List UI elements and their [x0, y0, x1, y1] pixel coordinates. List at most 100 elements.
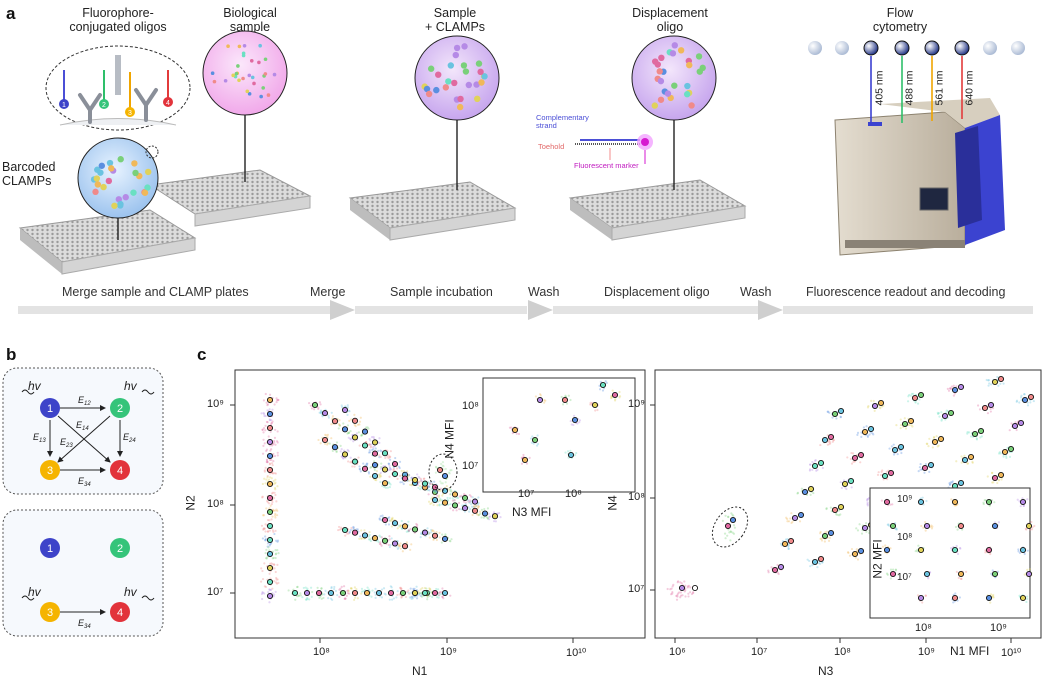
- scatter-point: [997, 452, 1001, 455]
- centroid-marker: [817, 555, 825, 563]
- scatter-point: [903, 417, 906, 420]
- scatter-point: [1026, 568, 1029, 571]
- scatter-point: [1015, 400, 1018, 403]
- scatter-point: [987, 384, 990, 387]
- scatter-point: [729, 530, 732, 533]
- scatter-point: [887, 523, 890, 526]
- node-3: [40, 602, 60, 622]
- scatter-point: [470, 503, 473, 506]
- particle: [111, 202, 118, 209]
- scatter-point: [401, 550, 404, 553]
- scatter-point: [262, 399, 266, 402]
- centroid-marker: [1007, 445, 1015, 453]
- scatter-point: [296, 585, 299, 589]
- scatter-point: [676, 592, 680, 595]
- scatter-point: [851, 452, 855, 455]
- scatter-point: [347, 589, 350, 592]
- scatter-point: [353, 598, 356, 601]
- particle: [130, 189, 137, 196]
- scatter-point: [346, 448, 349, 452]
- scatter-point: [418, 480, 421, 483]
- scatter-point: [469, 495, 473, 498]
- centroid-marker: [1019, 546, 1027, 554]
- scatter-point: [450, 469, 453, 472]
- scatter-point: [318, 596, 321, 599]
- scatter-point: [986, 412, 990, 415]
- oligos-bubble: 1 2 3 4: [45, 45, 191, 131]
- title-barcoded: Barcoded CLAMPs: [2, 160, 56, 188]
- scatter-point: [266, 501, 269, 504]
- scatter-point: [299, 594, 302, 597]
- scatter-point: [1026, 549, 1029, 552]
- scatter-point: [438, 594, 441, 597]
- scatter-point: [346, 424, 350, 427]
- scatter-point: [889, 568, 893, 571]
- scatter-point: [276, 454, 279, 457]
- scatter-point: [360, 592, 363, 595]
- scatter-point: [273, 439, 276, 443]
- scatter-point: [988, 382, 991, 385]
- scatter-point: [439, 487, 442, 490]
- scatter-point: [350, 418, 353, 421]
- scatter-point: [419, 535, 422, 539]
- scatter-point: [821, 466, 824, 470]
- scatter-point: [401, 481, 404, 484]
- scatter-point: [984, 549, 987, 552]
- scatter-point: [353, 413, 356, 417]
- panel-c-plots: [230, 369, 1042, 643]
- particle: [237, 78, 241, 83]
- scatter-point: [402, 473, 405, 476]
- scatter-point: [997, 521, 1000, 524]
- scatter-point: [277, 399, 280, 402]
- scatter-point: [331, 598, 334, 601]
- scatter-point: [888, 524, 891, 527]
- scatter-point: [390, 519, 393, 522]
- scatter-point: [325, 434, 328, 437]
- scatter-point: [427, 493, 430, 496]
- scatter-point: [957, 576, 960, 579]
- centroid-marker: [266, 536, 274, 544]
- scatter-point: [347, 431, 351, 435]
- scatter-point: [346, 406, 350, 409]
- scatter-point: [384, 456, 387, 460]
- scatter-point: [477, 514, 480, 517]
- scatter-point: [431, 529, 434, 532]
- left-inset-ytick-0: 10⁷: [462, 460, 479, 472]
- centroid-marker: [678, 584, 686, 592]
- scatter-point: [949, 481, 952, 484]
- centroid-marker: [361, 465, 369, 472]
- scatter-point: [839, 416, 842, 419]
- scatter-point: [954, 525, 958, 529]
- centroid-marker: [1019, 498, 1027, 506]
- scatter-point: [886, 573, 889, 576]
- scatter-point: [264, 535, 267, 538]
- scatter-point: [669, 588, 672, 591]
- scatter-point: [940, 411, 943, 414]
- scatter-point: [265, 448, 269, 451]
- scatter-point: [260, 412, 263, 415]
- scatter-point: [925, 442, 928, 445]
- scatter-point: [471, 496, 474, 499]
- scatter-point: [263, 413, 266, 416]
- scatter-point: [468, 501, 471, 504]
- scatter-point: [849, 457, 852, 461]
- scatter-point: [261, 591, 264, 594]
- scatter-point: [369, 439, 372, 442]
- scatter-point: [441, 533, 444, 536]
- scatter-point: [417, 593, 421, 596]
- particle: [245, 89, 250, 94]
- scatter-point: [365, 462, 368, 465]
- scatter-point: [1032, 399, 1035, 403]
- scatter-point: [445, 484, 448, 488]
- scatter-point: [306, 598, 309, 601]
- scatter-point: [998, 451, 1001, 454]
- scatter-point: [287, 589, 290, 592]
- scatter-point: [666, 587, 669, 591]
- centroid-marker: [923, 522, 931, 530]
- particle: [481, 73, 488, 80]
- scatter-point: [486, 507, 490, 510]
- scatter-point: [370, 595, 373, 598]
- centroid-marker: [511, 426, 519, 434]
- scatter-point: [839, 481, 842, 484]
- scatter-point: [275, 399, 279, 402]
